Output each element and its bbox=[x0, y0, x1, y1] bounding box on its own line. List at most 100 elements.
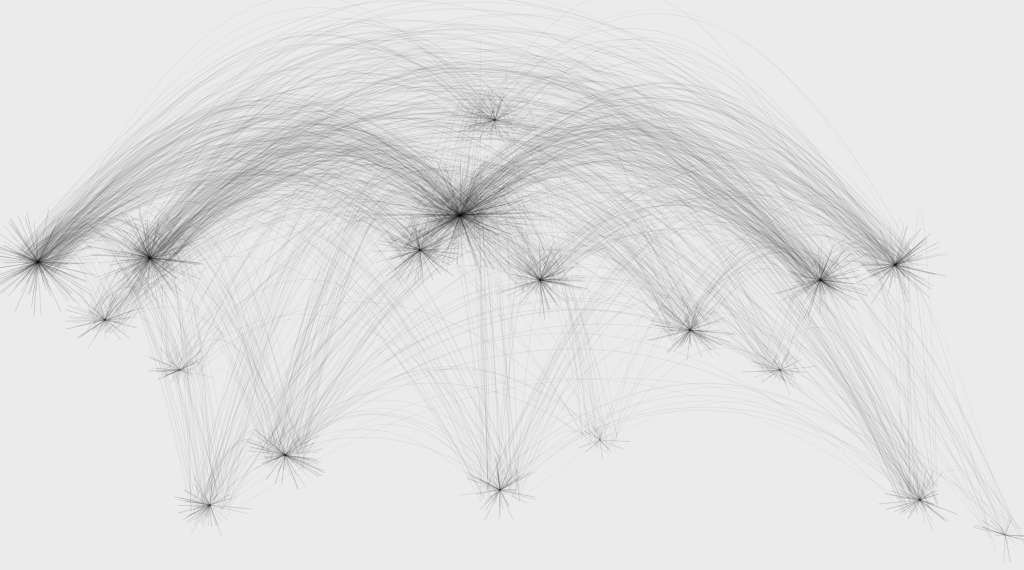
hub-spoke bbox=[183, 500, 211, 506]
route-arc bbox=[537, 167, 899, 283]
hub-spoke bbox=[398, 208, 461, 216]
hub-spoke bbox=[24, 216, 39, 263]
hub-spoke bbox=[275, 427, 286, 456]
hub-spoke bbox=[919, 469, 927, 501]
hub-spoke bbox=[15, 229, 39, 263]
hub-spoke bbox=[445, 214, 461, 225]
hub-spoke bbox=[689, 329, 713, 357]
hub-spoke bbox=[689, 317, 710, 331]
hub-spoke bbox=[404, 214, 461, 220]
route-arc bbox=[169, 129, 453, 268]
hub-spoke bbox=[120, 257, 151, 261]
hub-spoke bbox=[459, 210, 480, 216]
hub-spoke bbox=[33, 261, 39, 276]
hub-spoke bbox=[125, 257, 151, 262]
route-arc bbox=[23, 103, 557, 281]
hub-spoke bbox=[803, 279, 821, 283]
route-arc bbox=[480, 86, 520, 502]
route-arc bbox=[22, 165, 413, 264]
route-arc bbox=[131, 161, 434, 266]
route-arc bbox=[457, 141, 902, 279]
route-arc bbox=[130, 133, 470, 269]
route-arc bbox=[279, 47, 477, 444]
hub-spoke bbox=[118, 257, 151, 283]
hub-spoke bbox=[129, 244, 151, 259]
hub-spoke bbox=[419, 244, 435, 251]
hub-spoke bbox=[872, 264, 896, 277]
hub-spoke bbox=[37, 217, 60, 263]
route-arc bbox=[56, 124, 446, 248]
route-arc bbox=[690, 224, 910, 317]
route-arc bbox=[162, 171, 511, 491]
route-arc bbox=[44, 35, 502, 253]
route-arc bbox=[475, 187, 544, 280]
route-arc bbox=[456, 124, 806, 269]
hub-spoke bbox=[104, 319, 131, 339]
route-arc bbox=[458, 149, 834, 275]
hub-spoke bbox=[77, 319, 106, 339]
hub-spoke bbox=[500, 279, 541, 293]
hub-spoke bbox=[459, 201, 518, 216]
route-arc bbox=[301, 424, 496, 493]
hub-spoke bbox=[812, 270, 821, 281]
hub-spoke bbox=[202, 497, 211, 506]
hub-spoke bbox=[409, 219, 421, 251]
hub-spoke bbox=[37, 223, 84, 263]
hub-spoke bbox=[102, 319, 106, 330]
route-arc bbox=[445, 97, 906, 279]
route-arc bbox=[165, 109, 899, 263]
route-arc bbox=[17, 217, 143, 263]
route-arc bbox=[158, 176, 761, 358]
hub-spoke bbox=[459, 169, 516, 216]
route-arc bbox=[41, 174, 559, 289]
hub-spoke bbox=[411, 214, 461, 251]
route-arc bbox=[56, 161, 594, 451]
hub-spoke bbox=[879, 229, 896, 266]
hub-spoke bbox=[37, 254, 61, 263]
route-arc bbox=[133, 107, 808, 273]
route-arc bbox=[39, 202, 214, 498]
hub-spoke bbox=[894, 258, 922, 266]
route-arc bbox=[145, 154, 464, 250]
hub-spoke bbox=[137, 257, 151, 282]
hub-spoke bbox=[419, 249, 424, 283]
hub-spoke bbox=[884, 493, 921, 501]
hub-spoke bbox=[890, 494, 921, 501]
hub-spoke bbox=[499, 483, 514, 491]
route-arc bbox=[429, 191, 839, 277]
hub-spoke bbox=[819, 255, 838, 281]
hub-spoke bbox=[67, 305, 106, 321]
hub-spoke bbox=[1004, 534, 1024, 537]
hub-spoke bbox=[37, 245, 93, 263]
hub-spoke bbox=[104, 315, 125, 321]
route-arc bbox=[407, 213, 536, 269]
route-arc bbox=[452, 134, 786, 374]
hub-spoke bbox=[0, 261, 39, 284]
hub-spoke bbox=[818, 279, 821, 293]
hub-spoke bbox=[453, 214, 461, 245]
route-arc bbox=[201, 149, 465, 517]
hub-spoke bbox=[499, 480, 501, 491]
hub-spoke bbox=[459, 180, 462, 216]
route-arc bbox=[437, 191, 478, 244]
route-arc bbox=[148, 155, 477, 266]
route-arc bbox=[130, 146, 457, 250]
hub-spoke bbox=[755, 351, 781, 371]
hub-spoke bbox=[499, 489, 516, 492]
hub-spoke bbox=[439, 214, 461, 219]
route-arc bbox=[113, 139, 835, 312]
route-arc bbox=[445, 195, 618, 436]
hub-spoke bbox=[539, 258, 556, 281]
route-arc bbox=[510, 112, 547, 287]
route-arc bbox=[470, 117, 890, 251]
route-arc bbox=[302, 162, 805, 464]
hub-spoke bbox=[689, 329, 730, 343]
route-arc bbox=[130, 189, 417, 253]
hub-spoke bbox=[209, 497, 231, 506]
route-arc bbox=[287, 184, 466, 457]
route-arc bbox=[38, 66, 912, 487]
hub-spoke bbox=[919, 493, 940, 501]
hub-spoke bbox=[37, 257, 53, 263]
hub-spoke bbox=[149, 257, 163, 290]
